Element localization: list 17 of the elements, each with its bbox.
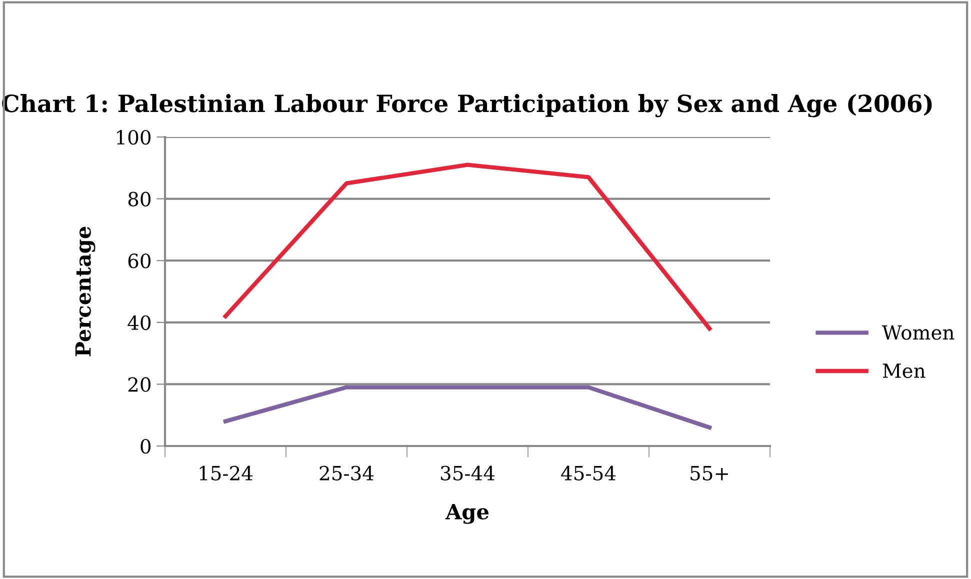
y-tick-label: 80 bbox=[128, 192, 151, 206]
y-axis-title: Percentage bbox=[75, 226, 96, 356]
y-tick-label: 40 bbox=[128, 315, 151, 330]
x-tick-label: 55+ bbox=[690, 466, 728, 480]
x-tick-label: 45-54 bbox=[561, 466, 616, 480]
line-series bbox=[223, 162, 712, 331]
chart-title: Chart 1: Palestinian Labour Force Participation by Sex and Age (2006) bbox=[2, 94, 932, 118]
y-tick-label: 20 bbox=[128, 377, 151, 392]
x-tick-label: 35-44 bbox=[440, 466, 495, 480]
x-axis-title: Age bbox=[445, 504, 489, 524]
legend-label: Women bbox=[882, 325, 954, 340]
y-tick-label: 100 bbox=[117, 130, 151, 145]
legend-label: Men bbox=[882, 364, 926, 378]
x-tick-label: 15-24 bbox=[200, 466, 253, 480]
x-tick-label: 25-34 bbox=[320, 466, 374, 480]
y-tick-label: 60 bbox=[128, 254, 151, 268]
y-tick-label: 0 bbox=[140, 438, 151, 454]
